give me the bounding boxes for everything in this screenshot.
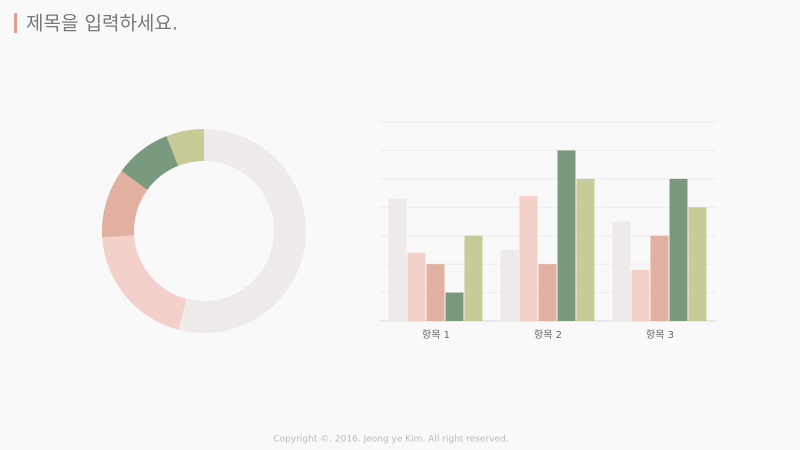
bar xyxy=(650,235,669,321)
pie-slice xyxy=(102,235,187,330)
x-tick-label: 항목 3 xyxy=(646,329,674,341)
pie-slice xyxy=(121,136,179,190)
bar xyxy=(557,150,576,321)
slide-title: 제목을 입력하세요. xyxy=(26,13,178,35)
pie-slice xyxy=(166,129,204,166)
bar xyxy=(538,264,557,321)
bar xyxy=(445,292,464,321)
bar xyxy=(669,178,688,321)
bar xyxy=(388,198,407,321)
title-accent xyxy=(14,13,17,33)
bar xyxy=(426,264,445,321)
pie-slice xyxy=(102,171,148,238)
bar xyxy=(500,249,519,321)
bar xyxy=(407,252,426,321)
bar xyxy=(576,178,595,321)
bar xyxy=(612,221,631,321)
bar xyxy=(688,207,707,321)
bar xyxy=(519,195,538,321)
bar xyxy=(464,235,483,321)
x-tick-label: 항목 2 xyxy=(534,329,562,341)
pie-slice xyxy=(178,129,307,333)
footer: Copyright ©. 2016. Jeong ye Kim. All rig… xyxy=(273,435,508,445)
bar xyxy=(631,269,650,321)
x-tick-label: 항목 1 xyxy=(422,329,450,341)
